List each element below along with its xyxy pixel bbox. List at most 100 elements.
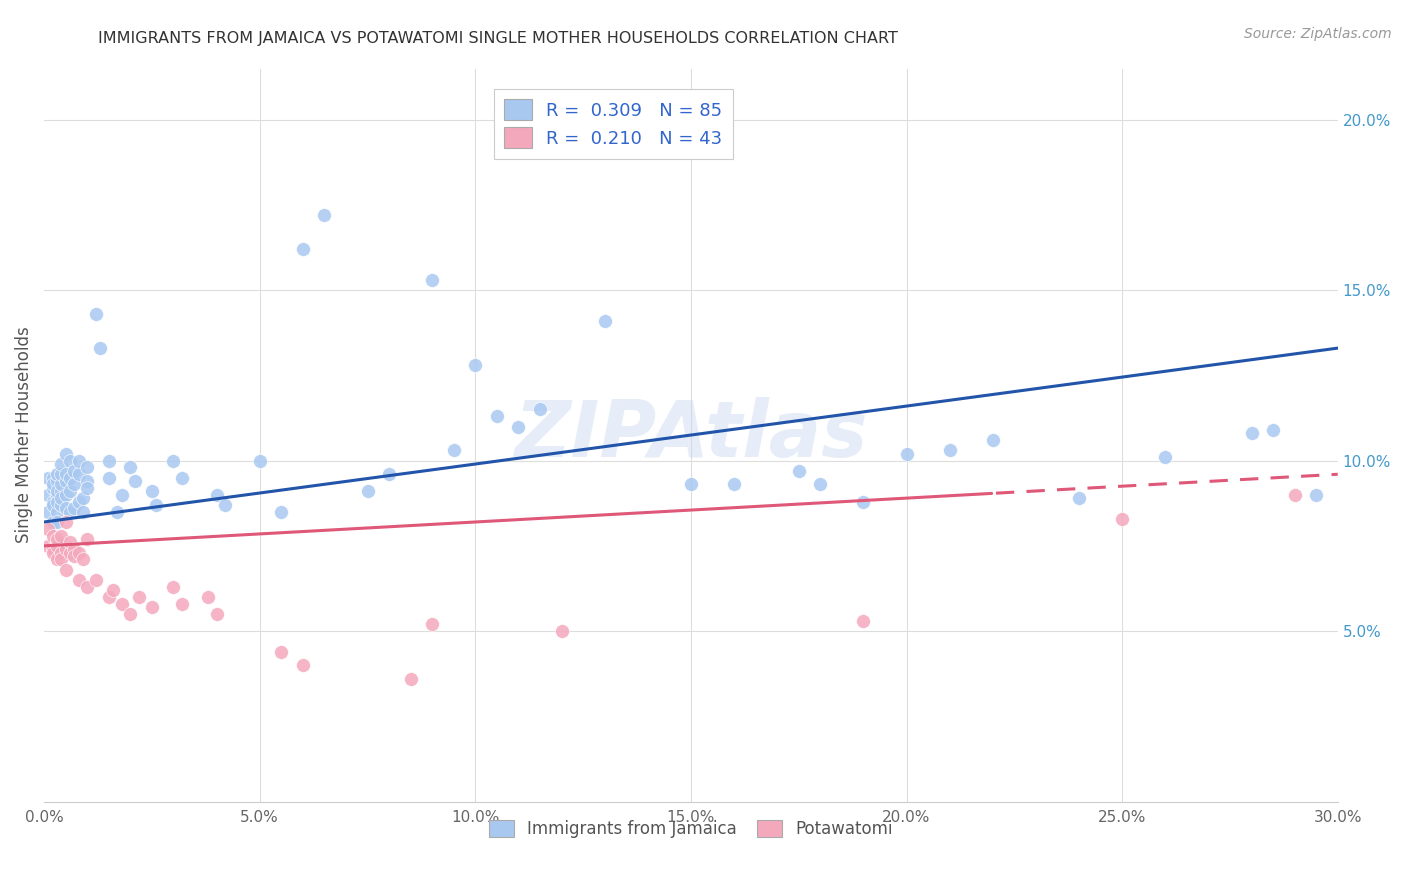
Point bbox=[37, 471, 59, 485]
Point bbox=[72, 505, 94, 519]
Point bbox=[1305, 488, 1327, 502]
Point bbox=[46, 552, 69, 566]
Point bbox=[852, 614, 875, 628]
Point bbox=[67, 467, 90, 482]
Point bbox=[67, 494, 90, 508]
Point bbox=[76, 580, 98, 594]
Point bbox=[214, 498, 236, 512]
Point bbox=[356, 484, 378, 499]
Point bbox=[37, 505, 59, 519]
Point bbox=[46, 539, 69, 553]
Point bbox=[97, 471, 120, 485]
Point bbox=[46, 484, 69, 499]
Point bbox=[89, 341, 111, 355]
Point bbox=[84, 573, 107, 587]
Point bbox=[249, 453, 271, 467]
Text: IMMIGRANTS FROM JAMAICA VS POTAWATOMI SINGLE MOTHER HOUSEHOLDS CORRELATION CHART: IMMIGRANTS FROM JAMAICA VS POTAWATOMI SI… bbox=[98, 31, 898, 46]
Point bbox=[314, 208, 336, 222]
Point bbox=[76, 474, 98, 488]
Point bbox=[51, 484, 73, 499]
Point bbox=[63, 477, 86, 491]
Point bbox=[46, 532, 69, 546]
Point bbox=[84, 307, 107, 321]
Point bbox=[120, 607, 142, 621]
Point bbox=[550, 624, 572, 639]
Point bbox=[101, 583, 124, 598]
Point bbox=[72, 552, 94, 566]
Point bbox=[270, 644, 292, 658]
Point bbox=[59, 453, 82, 467]
Point bbox=[291, 658, 314, 673]
Point bbox=[55, 501, 77, 516]
Point bbox=[124, 474, 146, 488]
Point bbox=[51, 477, 73, 491]
Point bbox=[55, 542, 77, 557]
Point bbox=[63, 549, 86, 563]
Point bbox=[46, 515, 69, 529]
Point bbox=[162, 453, 184, 467]
Point bbox=[55, 474, 77, 488]
Point bbox=[46, 505, 69, 519]
Point bbox=[67, 453, 90, 467]
Point bbox=[896, 447, 918, 461]
Point bbox=[55, 515, 77, 529]
Point bbox=[107, 505, 129, 519]
Point bbox=[852, 494, 875, 508]
Point bbox=[55, 563, 77, 577]
Point bbox=[42, 494, 65, 508]
Point bbox=[63, 464, 86, 478]
Point bbox=[37, 522, 59, 536]
Point bbox=[67, 573, 90, 587]
Point bbox=[1067, 491, 1090, 505]
Point bbox=[72, 491, 94, 505]
Point bbox=[172, 471, 194, 485]
Point bbox=[97, 453, 120, 467]
Point bbox=[42, 471, 65, 485]
Point bbox=[76, 481, 98, 495]
Point bbox=[63, 501, 86, 516]
Point bbox=[59, 471, 82, 485]
Point bbox=[1154, 450, 1177, 465]
Point bbox=[197, 590, 219, 604]
Point bbox=[42, 528, 65, 542]
Point bbox=[76, 532, 98, 546]
Text: ZIPAtlas: ZIPAtlas bbox=[515, 397, 868, 473]
Point bbox=[1261, 423, 1284, 437]
Point bbox=[42, 515, 65, 529]
Point bbox=[51, 457, 73, 471]
Point bbox=[55, 488, 77, 502]
Point bbox=[51, 467, 73, 482]
Point bbox=[1240, 426, 1263, 441]
Point bbox=[55, 447, 77, 461]
Point bbox=[981, 433, 1004, 447]
Text: Source: ZipAtlas.com: Source: ZipAtlas.com bbox=[1244, 27, 1392, 41]
Point bbox=[51, 491, 73, 505]
Point bbox=[97, 590, 120, 604]
Point bbox=[205, 607, 228, 621]
Point bbox=[128, 590, 150, 604]
Point bbox=[787, 464, 810, 478]
Point bbox=[42, 546, 65, 560]
Point bbox=[443, 443, 465, 458]
Point bbox=[42, 498, 65, 512]
Point bbox=[938, 443, 960, 458]
Point bbox=[37, 539, 59, 553]
Point bbox=[111, 488, 134, 502]
Point bbox=[59, 535, 82, 549]
Point bbox=[46, 535, 69, 549]
Point bbox=[111, 597, 134, 611]
Point bbox=[1284, 488, 1306, 502]
Point bbox=[808, 477, 831, 491]
Point bbox=[593, 314, 616, 328]
Point bbox=[63, 542, 86, 557]
Point bbox=[59, 505, 82, 519]
Point bbox=[37, 488, 59, 502]
Point bbox=[141, 600, 163, 615]
Point bbox=[46, 467, 69, 482]
Point bbox=[51, 552, 73, 566]
Point bbox=[723, 477, 745, 491]
Point bbox=[42, 477, 65, 491]
Point bbox=[399, 672, 422, 686]
Point bbox=[55, 467, 77, 482]
Point bbox=[141, 484, 163, 499]
